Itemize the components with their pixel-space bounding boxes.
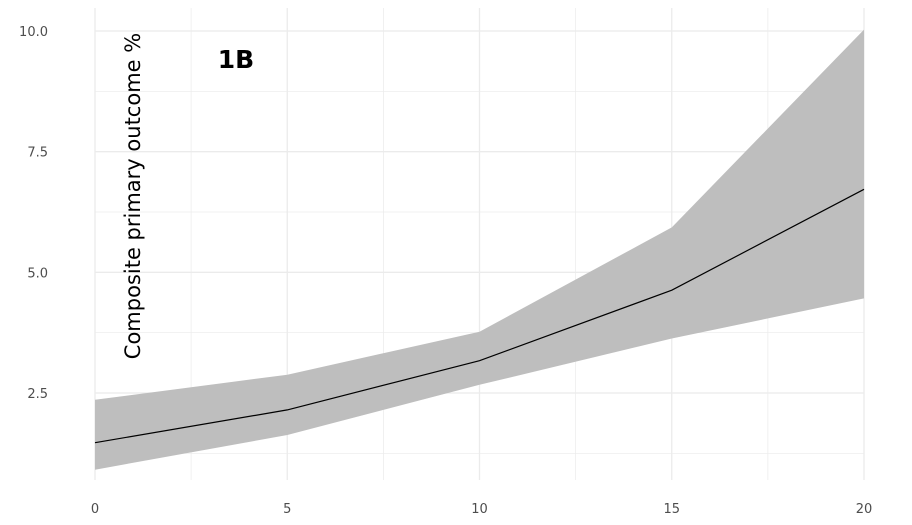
y-tick-labels: 2.5 5.0 7.5 10.0 — [19, 25, 48, 402]
panel-label: 1B — [218, 45, 254, 74]
y-tick-label: 10.0 — [19, 25, 48, 40]
x-tick-label: 20 — [856, 502, 873, 517]
x-tick-label: 10 — [471, 502, 488, 517]
x-tick-label: 5 — [283, 502, 291, 517]
x-tick-label: 15 — [663, 502, 680, 517]
y-tick-label: 7.5 — [27, 146, 48, 161]
series-line — [94, 188, 865, 444]
x-tick-labels: 0 5 10 15 20 — [91, 502, 872, 517]
data-points — [94, 189, 865, 443]
x-tick-label: 0 — [91, 502, 99, 517]
y-axis-label: Composite primary outcome % — [121, 33, 145, 359]
confidence-band — [95, 29, 864, 470]
y-tick-label: 5.0 — [27, 266, 48, 281]
y-tick-label: 2.5 — [27, 387, 48, 402]
